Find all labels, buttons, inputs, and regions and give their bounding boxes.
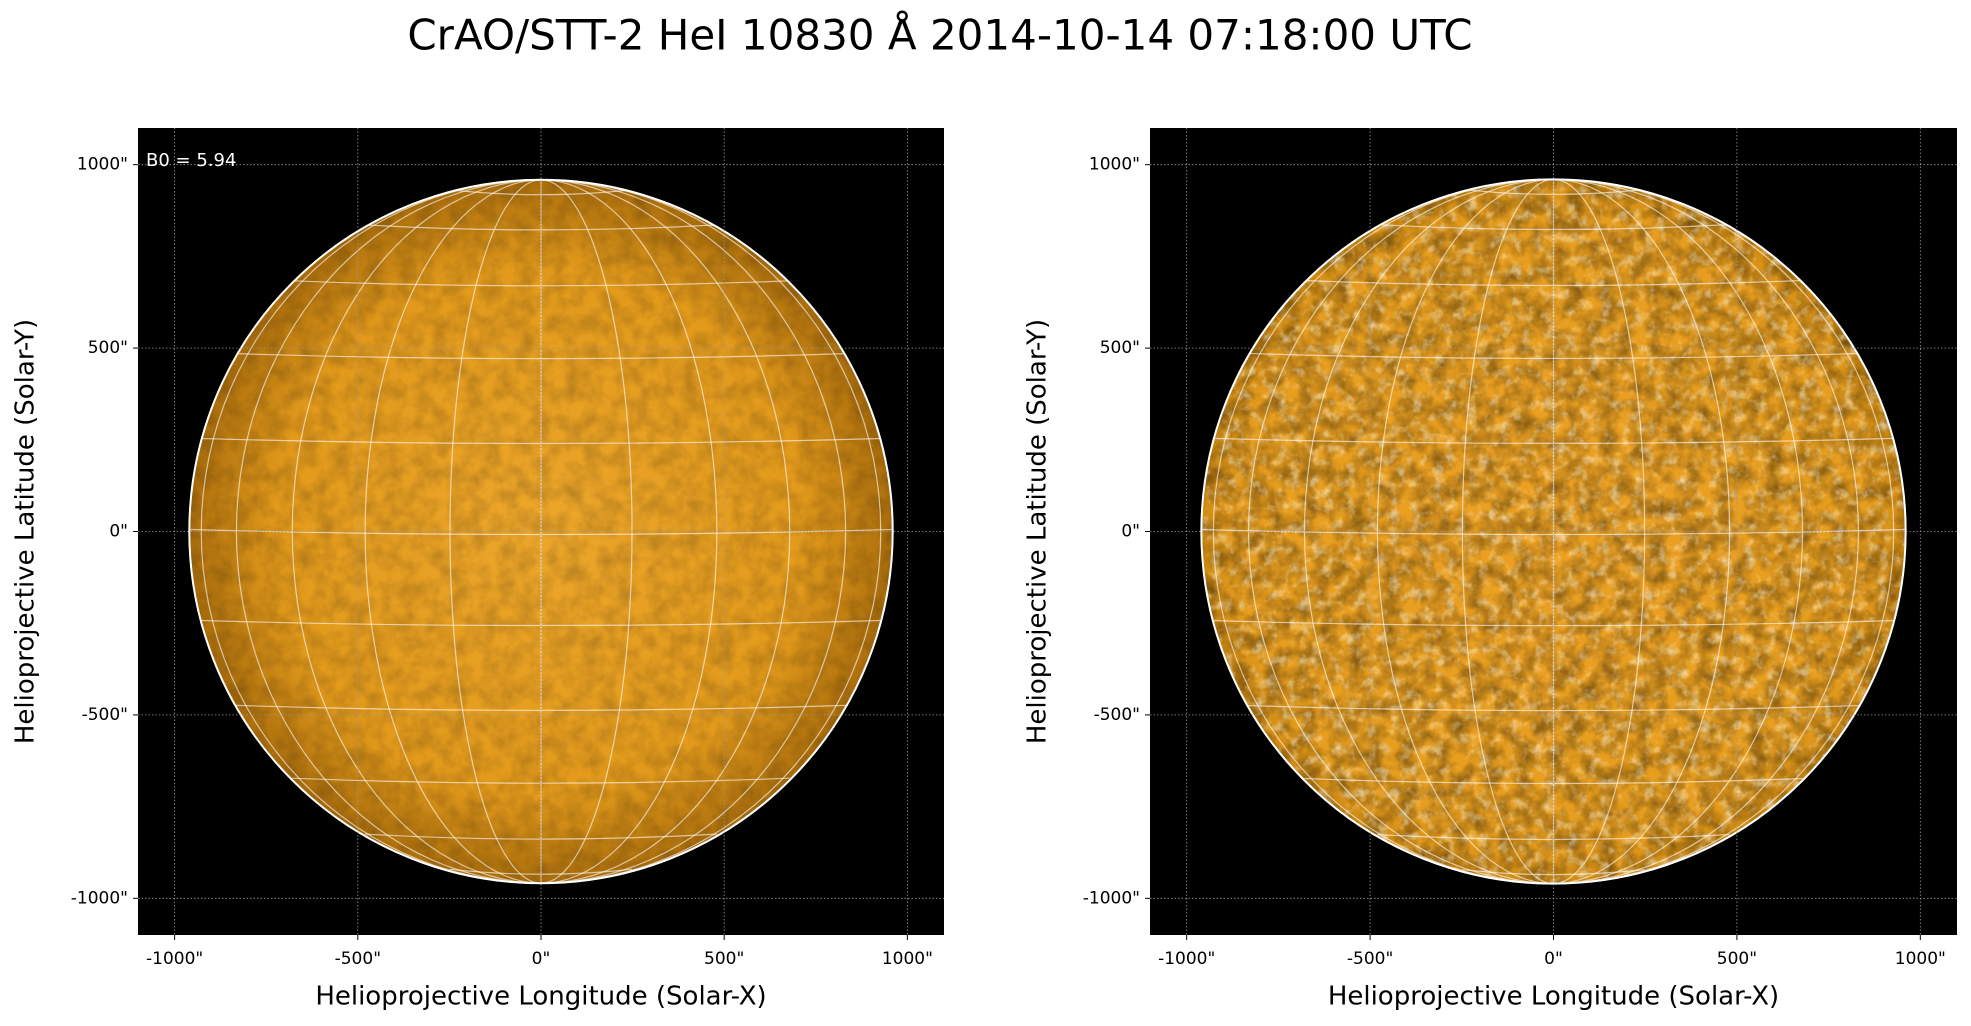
y-tick-label: 500" [1100, 338, 1140, 358]
y-tick-label: 1000" [1089, 155, 1140, 175]
latitude-line [1248, 704, 1859, 712]
longitude-line [1376, 179, 1554, 884]
x-axis-label: Helioprojective Longitude (Solar-X) [315, 982, 766, 1012]
x-tick-label: 0" [1544, 949, 1563, 969]
x-tick-label: -500" [1347, 949, 1393, 969]
limb [1200, 178, 1907, 885]
y-tick-label: 0" [1121, 522, 1140, 542]
panel: -1000" -500" 0" 500" 1000" -1000" -500" 0" 500" 1… [11, 128, 944, 1012]
annotation: B0 = 5.94 [146, 150, 236, 171]
x-tick-label: 1000" [882, 949, 933, 969]
latitude-line [1304, 279, 1803, 287]
y-tick-label: 0" [109, 522, 128, 542]
figure-title: CrAO/STT-2 HeI 10830 Å 2014-10-14 07:18:… [407, 10, 1472, 60]
latitude-line [1462, 188, 1645, 195]
y-tick-label: -500" [82, 705, 128, 725]
x-tick-label: 0" [532, 949, 551, 969]
x-tick-label: -1000" [1158, 949, 1215, 969]
x-tick-label: -500" [335, 949, 381, 969]
x-tick-label: 500" [1717, 949, 1757, 969]
limb [188, 178, 894, 885]
x-tick-label: 1000" [1895, 949, 1946, 969]
y-tick-label: -1000" [1083, 888, 1140, 908]
y-axis-label: Helioprojective Latitude (Solar-Y) [11, 319, 41, 744]
longitude-line [1553, 179, 1895, 884]
longitude-line [364, 179, 542, 884]
x-tick-label: 500" [704, 949, 744, 969]
y-tick-label: 1000" [77, 155, 128, 175]
latitude-line [1248, 352, 1859, 360]
y-tick-label: -1000" [71, 888, 128, 908]
panel: -1000" -500" 0" 500" 1000" -1000" -500" 0" 500" 1… [1023, 128, 1957, 1012]
y-tick-label: 500" [88, 338, 128, 358]
x-axis-label: Helioprojective Longitude (Solar-X) [1328, 982, 1779, 1012]
y-tick-label: -500" [1094, 705, 1140, 725]
longitude-line [1553, 179, 1731, 884]
y-axis-label: Helioprojective Latitude (Solar-Y) [1023, 319, 1053, 744]
latitude-line [236, 353, 846, 360]
x-tick-label: -1000" [146, 949, 203, 969]
